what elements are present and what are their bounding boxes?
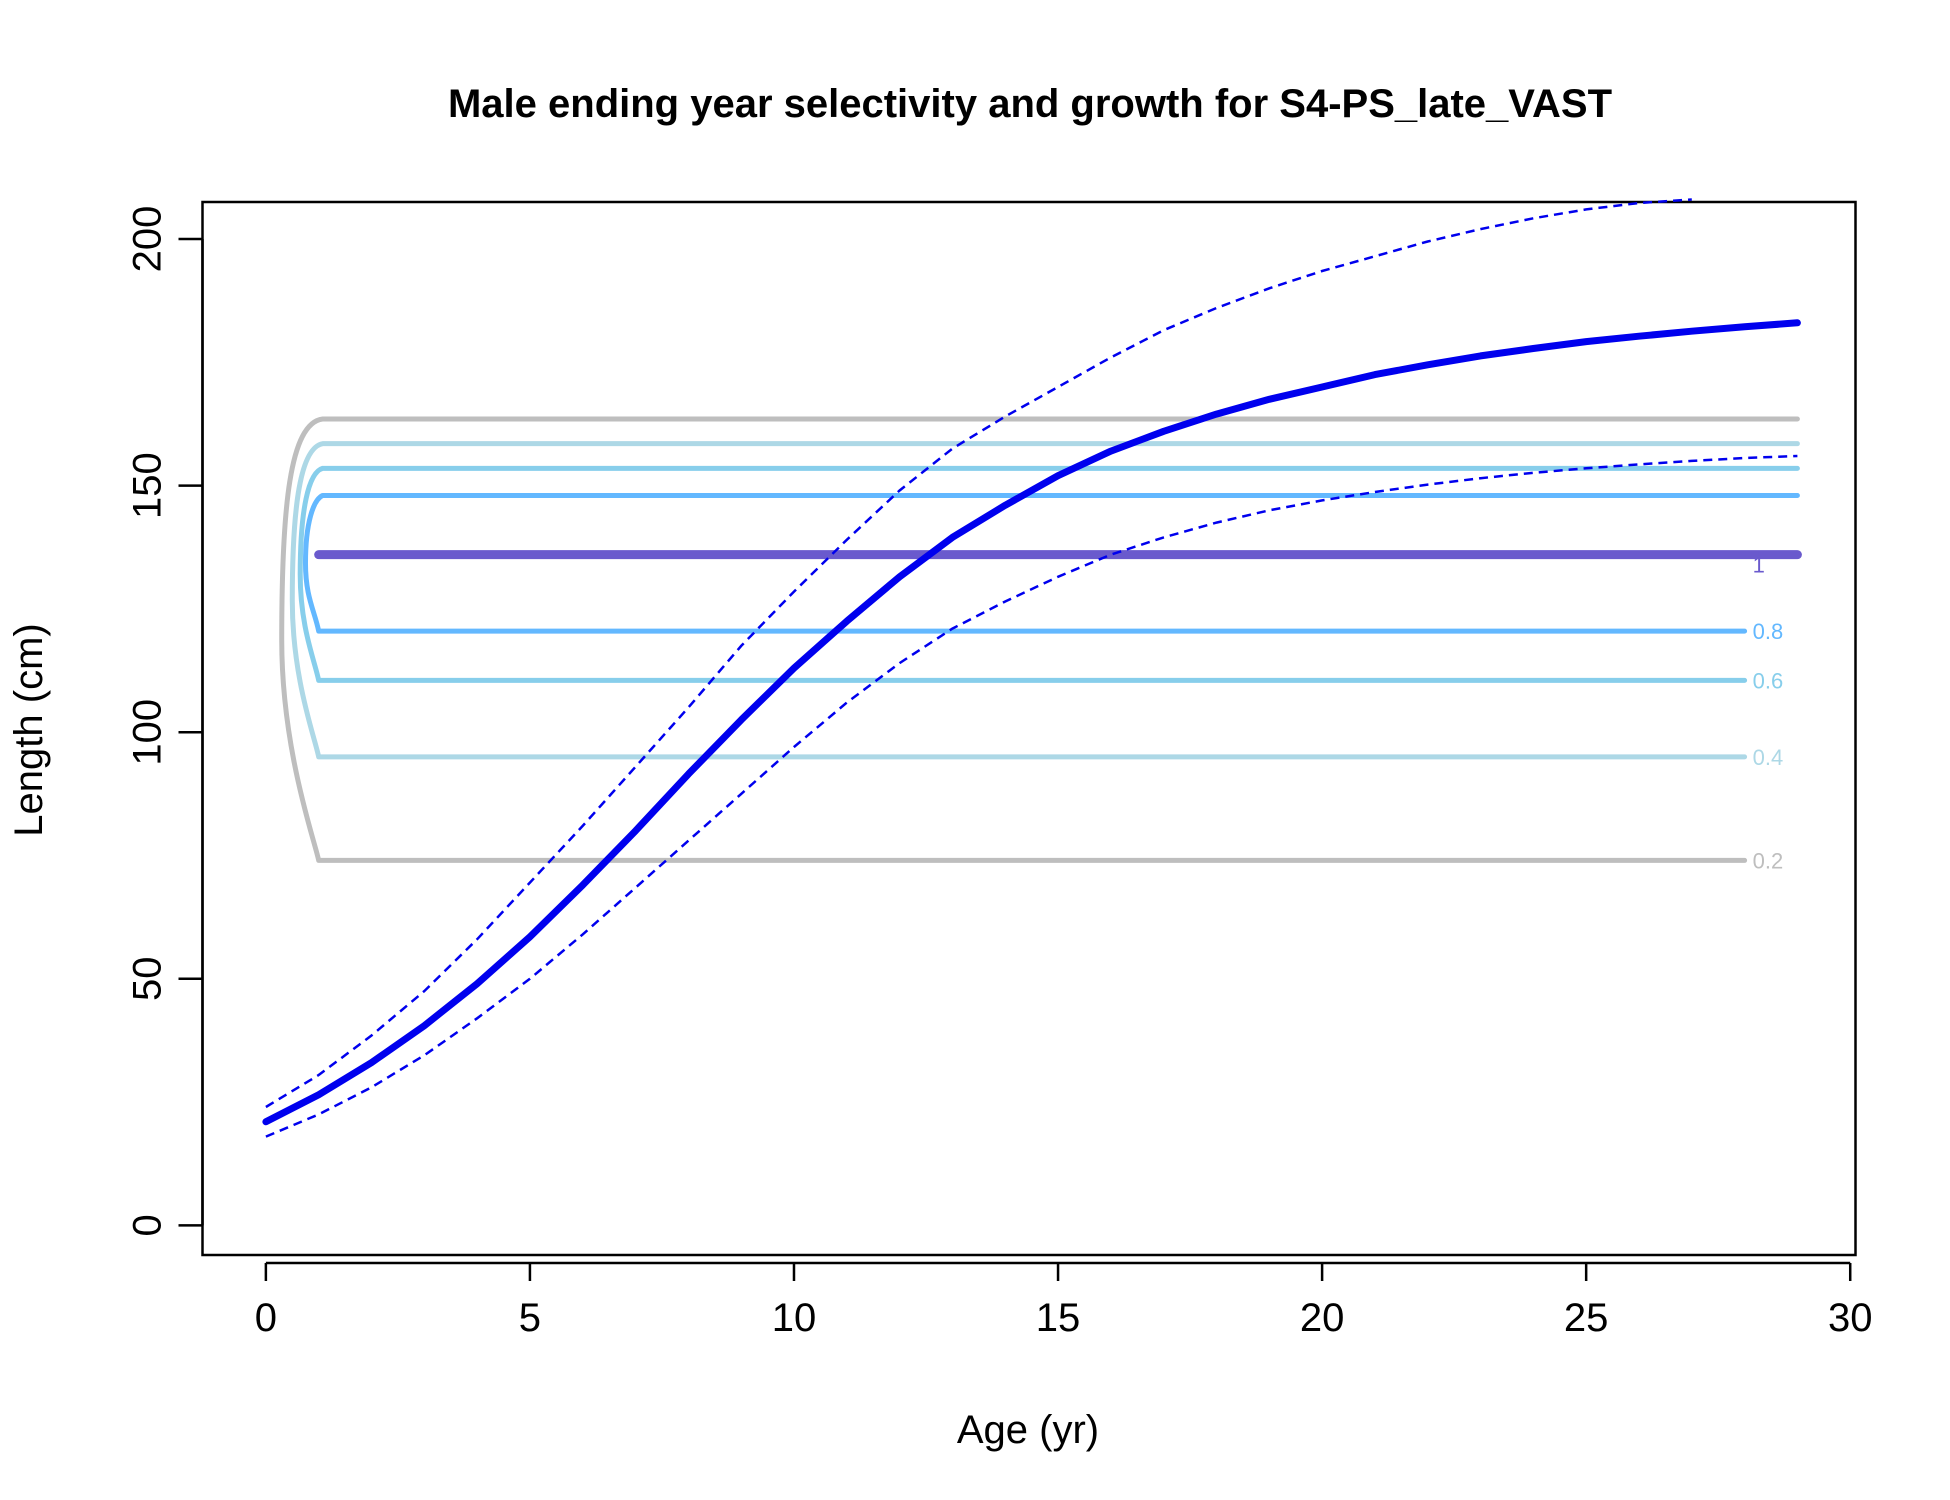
x-tick-label-6: 30: [1828, 1296, 1873, 1340]
contour-label-3: 0.8: [1753, 619, 1784, 644]
x-axis-label: Age (yr): [957, 1408, 1099, 1452]
y-axis-label: Length (cm): [7, 623, 51, 836]
x-axis: 0 5 10 15 20 25 30: [255, 1261, 1873, 1340]
plot-marks: 0.2 0.4 0.6 0.8 1: [262, 198, 1802, 1138]
x-tick-label-3: 15: [1036, 1296, 1081, 1340]
y-tick-label-2: 100: [126, 699, 170, 766]
y-tick-label-4: 200: [126, 206, 170, 273]
selectivity-contour-2: [297, 465, 1800, 683]
y-tick-label-0: 0: [126, 1214, 170, 1236]
y-axis: 0 50 100 150 200: [126, 206, 204, 1237]
chart-title: Male ending year selectivity and growth …: [448, 82, 1612, 126]
x-tick-label-0: 0: [255, 1296, 277, 1340]
selectivity-contour-3: [302, 492, 1800, 634]
growth-mean-line: [262, 319, 1801, 1126]
contour-label-0: 0.2: [1753, 848, 1784, 873]
y-tick-label-3: 150: [126, 452, 170, 519]
selectivity-contour-1: [289, 441, 1800, 760]
y-tick-label-1: 50: [126, 957, 170, 1002]
x-tick-label-1: 5: [519, 1296, 541, 1340]
x-tick-label-2: 10: [772, 1296, 817, 1340]
x-tick-label-5: 25: [1564, 1296, 1609, 1340]
x-tick-label-4: 20: [1300, 1296, 1345, 1340]
plot-frame: [201, 200, 1857, 1257]
growth-upper-ci-line: [265, 198, 1692, 1109]
contour-label-4: 1: [1753, 553, 1765, 578]
selectivity-contour-0: [279, 416, 1800, 863]
contour-label-2: 0.6: [1753, 668, 1784, 693]
growth-lower-ci-line: [265, 454, 1798, 1138]
contour-label-1: 0.4: [1753, 745, 1784, 770]
